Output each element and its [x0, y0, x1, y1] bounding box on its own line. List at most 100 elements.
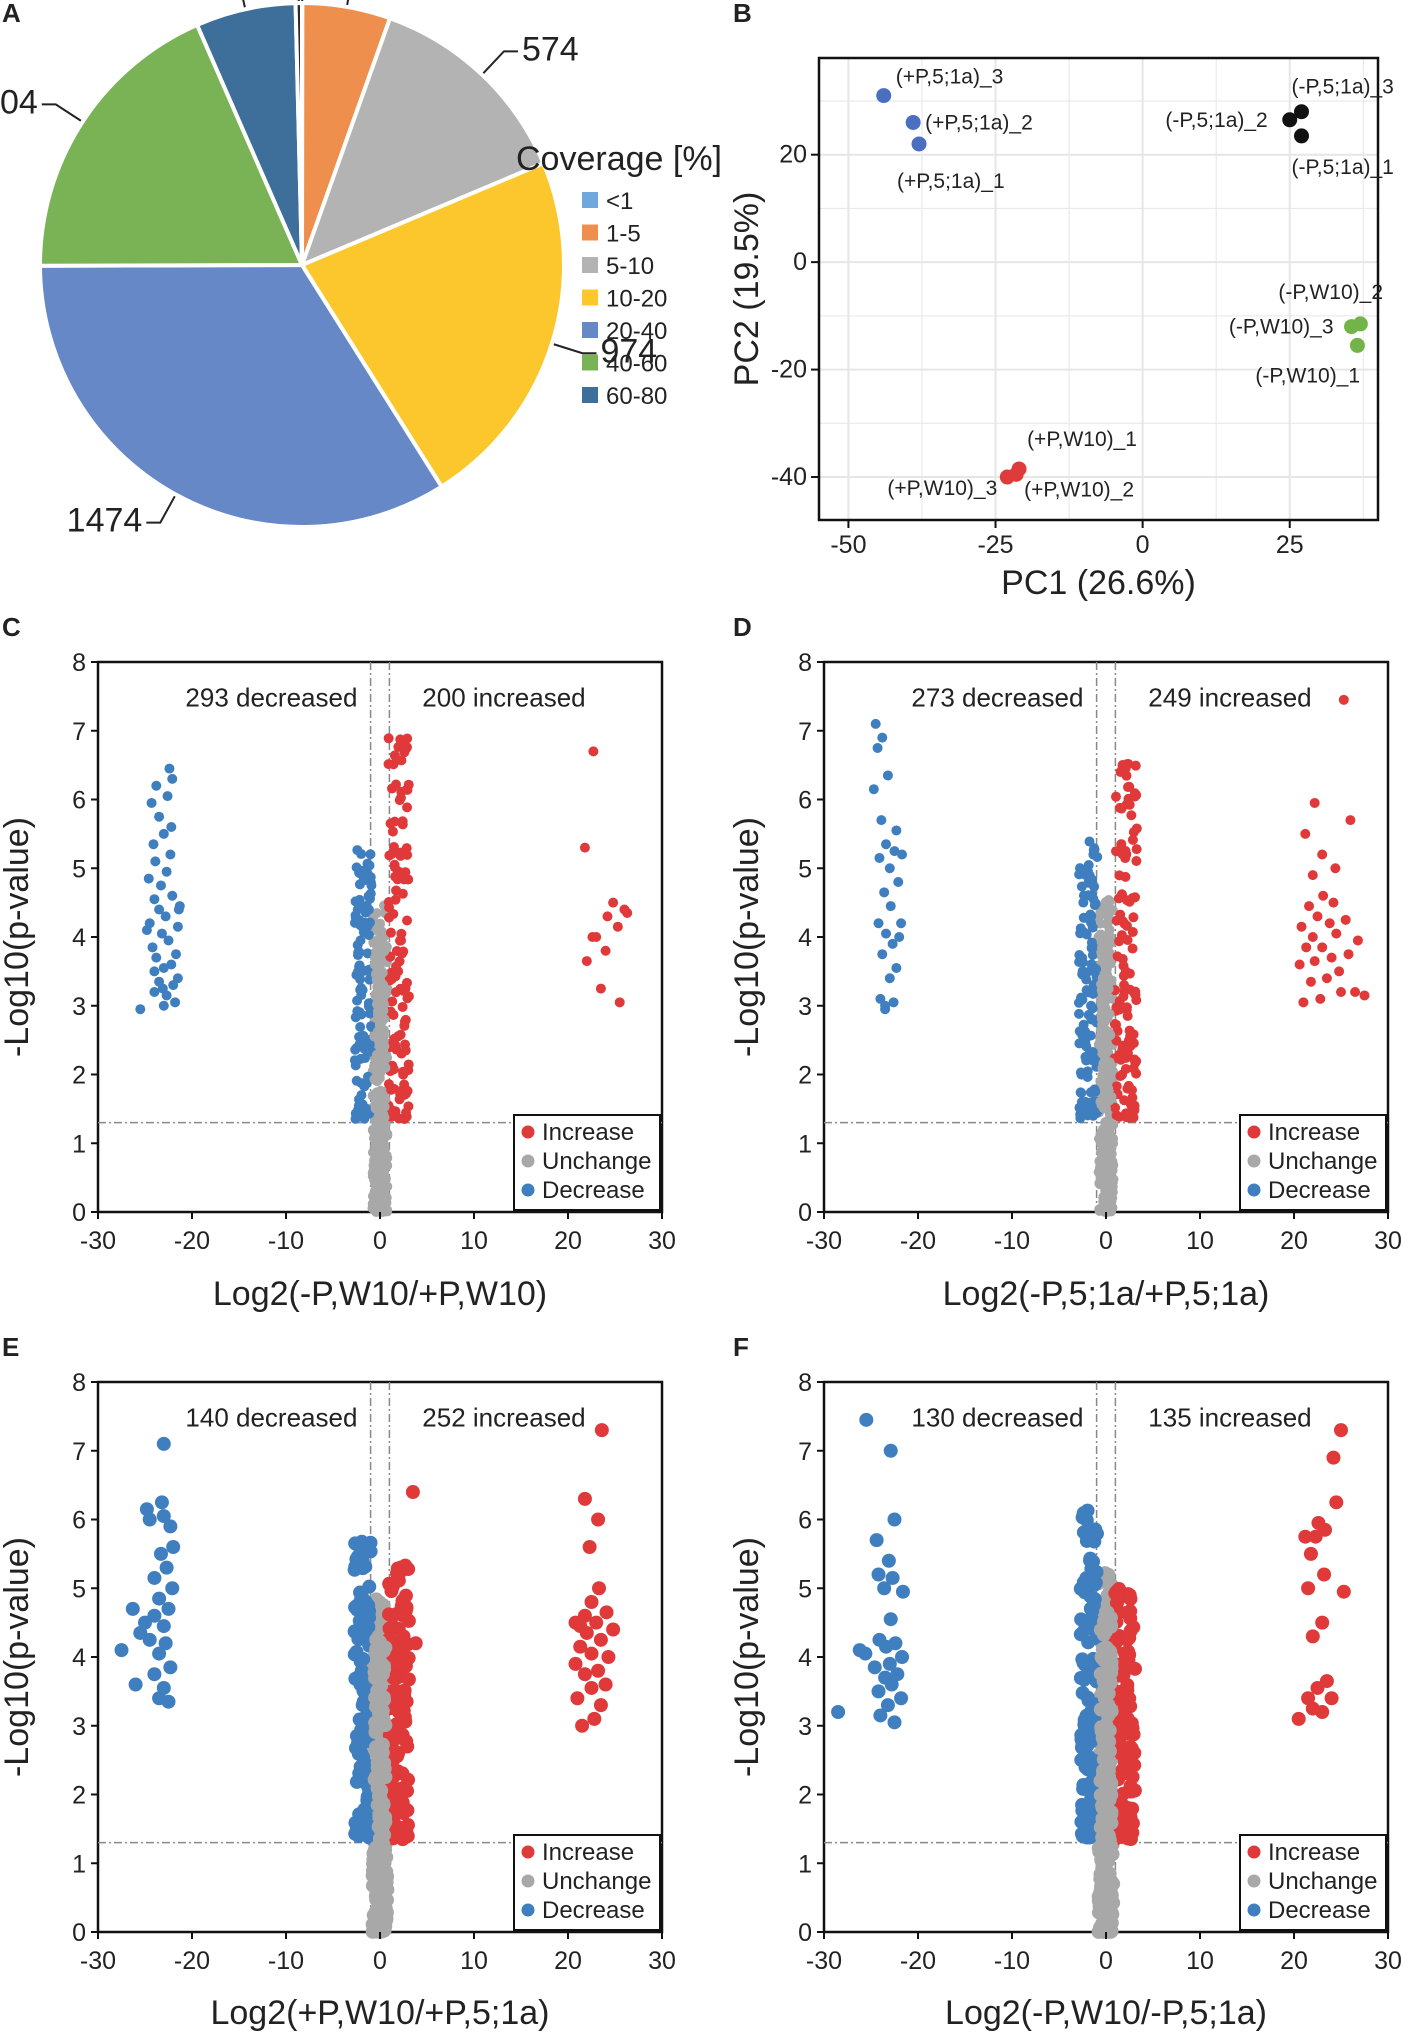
volcano-y-tick-label: 6 [798, 787, 812, 815]
decrease-point [1075, 1652, 1090, 1667]
decrease-point [1075, 1087, 1086, 1098]
volcano-y-tick-label: 7 [798, 718, 812, 746]
volcano-x-tick-label: -30 [80, 1227, 116, 1255]
unchange-point [1096, 1763, 1111, 1778]
increase-point [591, 1663, 606, 1678]
unchange-point [1097, 995, 1108, 1006]
unchange-point [374, 1896, 389, 1911]
pie-slice-510 [298, 15, 547, 269]
increase-point [568, 1656, 583, 1671]
pie-legend-title: Coverage [%] [516, 140, 722, 178]
increase-point [390, 894, 401, 905]
increase-point [1301, 942, 1312, 953]
unchange-point [372, 1170, 383, 1181]
decrease-point [357, 1764, 372, 1779]
unchange-point [1098, 902, 1109, 913]
unchange-point [1096, 1861, 1111, 1876]
decrease-point [352, 904, 363, 915]
pca-point-label: (+P,W10)_1 [1027, 428, 1137, 451]
volcano-legend-marker [521, 1903, 535, 1917]
volcano-y-tick-label: 4 [798, 924, 812, 952]
increase-point [395, 847, 406, 858]
pca-x-tick-label: 0 [1136, 531, 1150, 559]
increase-point [1128, 912, 1139, 923]
unchange-point [369, 1178, 380, 1189]
unchange-point [373, 1918, 388, 1933]
increase-point [389, 1671, 404, 1686]
increase-point [1345, 815, 1356, 826]
increase-point [402, 802, 413, 813]
volcano-y-tick-label: 1 [72, 1850, 86, 1878]
increase-point [1110, 791, 1121, 802]
panel-label-c: C [2, 612, 21, 642]
increase-point [1129, 1105, 1140, 1116]
volcano-legend-box [1239, 1114, 1387, 1211]
decrease-point [355, 935, 366, 946]
volcano-y-tick-label: 4 [72, 1644, 86, 1672]
increase-point [401, 1672, 416, 1687]
decrease-point [152, 1646, 167, 1661]
increase-point [385, 1619, 400, 1634]
unchange-point [369, 1632, 384, 1647]
decrease-point [352, 1613, 367, 1628]
volcano-y-tick-label: 8 [798, 649, 812, 677]
unchange-point [1102, 958, 1113, 969]
volcano-y-tick-label: 0 [72, 1199, 86, 1227]
unchange-point [1102, 1163, 1113, 1174]
increase-point [593, 1632, 608, 1647]
increase-point [1318, 890, 1329, 901]
pie-legend-swatch [582, 354, 598, 371]
decrease-point [350, 1060, 361, 1071]
pca-point [1294, 128, 1310, 144]
decrease-point [161, 866, 172, 877]
increase-point [593, 1698, 608, 1713]
decrease-point [355, 974, 366, 985]
increase-point [584, 1680, 599, 1695]
volcano-legend-label: Decrease [542, 1897, 645, 1924]
volcano-y-tick-label: 6 [72, 1507, 86, 1535]
decrease-point [354, 1007, 365, 1018]
increase-point [397, 888, 408, 899]
unchange-point [1105, 1197, 1116, 1208]
volcano-legend-marker [521, 1874, 535, 1888]
decrease-point [1086, 917, 1097, 928]
volcano-y-tick-label: 3 [72, 993, 86, 1021]
volcano-y-axis-title: -Log10(p-value) [728, 817, 766, 1057]
volcano-y-tick-label: 8 [798, 1369, 812, 1397]
unchange-point [369, 1195, 380, 1206]
decrease-point [366, 880, 377, 891]
increase-point [385, 1006, 396, 1017]
increase-point [1126, 810, 1137, 821]
decrease-point [151, 952, 162, 963]
increase-point [599, 1605, 614, 1620]
increased-count-label: 200 increased [422, 683, 585, 713]
volcano-legend-label: Decrease [1268, 1897, 1371, 1924]
volcano-legend-marker [521, 1125, 535, 1139]
increase-point [403, 1065, 414, 1076]
increase-point [390, 971, 401, 982]
increase-point [402, 993, 413, 1004]
decrease-point [356, 1099, 367, 1110]
decrease-point [1087, 1592, 1102, 1607]
pie-legend-swatch [582, 289, 598, 306]
unchange-point [1101, 1705, 1116, 1720]
unchange-point [1104, 1787, 1119, 1802]
decrease-point [358, 1030, 369, 1041]
decrease-point [364, 893, 375, 904]
decrease-point [873, 1708, 888, 1723]
decrease-point [877, 732, 888, 743]
decrease-point [167, 773, 178, 784]
volcano-legend-label: Increase [542, 1839, 634, 1866]
volcano-legend-marker [1247, 1903, 1261, 1917]
increase-point [594, 1423, 609, 1438]
pie-value-label: 1474 [67, 502, 143, 540]
decrease-point [357, 865, 368, 876]
increase-point [600, 945, 611, 956]
volcano-x-tick-label: -10 [268, 1227, 304, 1255]
pca-point [1344, 319, 1360, 335]
increase-point [397, 1001, 408, 1012]
increase-point [384, 850, 395, 861]
increase-point [392, 1646, 407, 1661]
decrease-point [1074, 1026, 1085, 1037]
pie-slice-4060 [38, 22, 306, 268]
